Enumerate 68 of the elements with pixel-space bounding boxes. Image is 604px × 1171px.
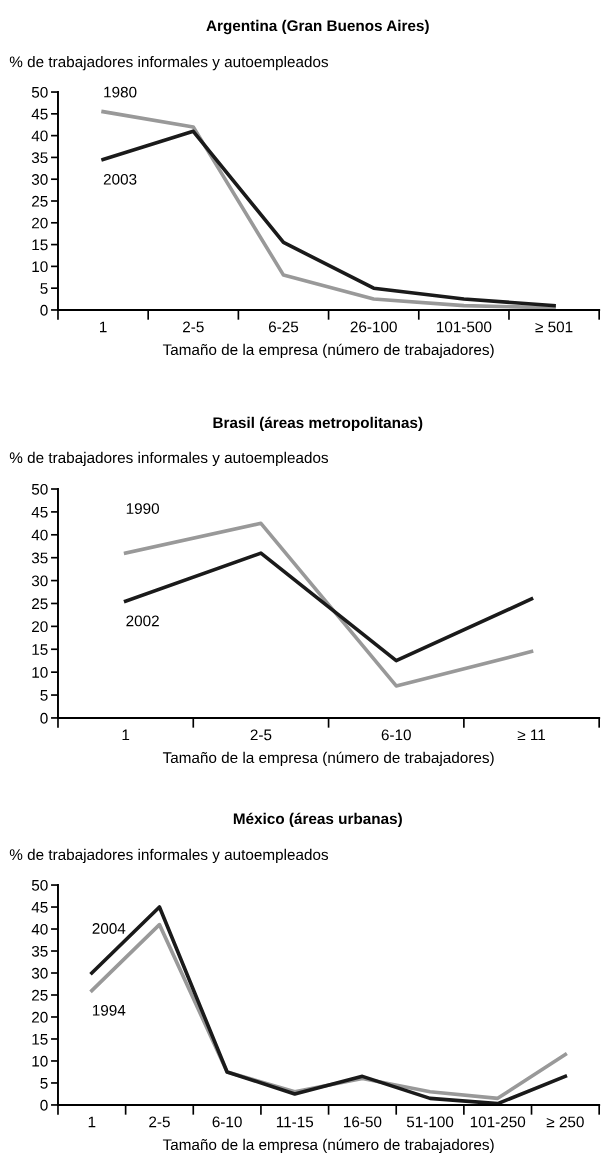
y-tick-label: 20 — [32, 217, 48, 229]
series-label: 1994 — [92, 1004, 126, 1016]
x-axis-title: Tamaño de la empresa (número de trabajadores) — [162, 343, 494, 359]
y-tick-label: 5 — [40, 283, 48, 294]
x-axis-title: Tamaño de la empresa (número de trabajadores) — [162, 751, 494, 767]
x-tick-label: 101-500 — [437, 321, 492, 333]
y-tick-label: 40 — [31, 529, 48, 541]
y-tick-label: 45 — [31, 108, 48, 120]
y-tick-label: 25 — [32, 598, 48, 610]
y-tick-label: 40 — [31, 130, 48, 142]
x-tick-label: 6-10 — [381, 729, 411, 741]
x-tick-label: 1 — [100, 321, 107, 333]
y-tick-label: 0 — [40, 712, 48, 724]
y-tick-label: 10 — [32, 261, 48, 273]
y-tick-label: 25 — [32, 989, 48, 1001]
chart-title: Argentina (Gran Buenos Aires) — [206, 19, 429, 35]
x-tick-label: 2-5 — [250, 729, 272, 741]
y-tick-label: 20 — [32, 621, 48, 633]
x-tick-label: 1 — [122, 729, 130, 741]
x-tick-label: 2-5 — [183, 321, 204, 333]
x-tick-label: ≥ 501 — [535, 321, 573, 333]
y-axis-title: % de trabajadores informales y autoempleados — [9, 848, 329, 864]
series-label: 2003 — [103, 173, 137, 185]
y-tick-label: 20 — [32, 1011, 48, 1023]
line-series — [123, 521, 534, 688]
x-tick-label: 26-100 — [350, 321, 397, 333]
y-tick-label: 0 — [40, 1099, 48, 1111]
y-tick-label: 10 — [32, 1055, 48, 1067]
y-tick-label: 15 — [32, 239, 48, 251]
x-axis-title: Tamaño de la empresa (número de trabajadores) — [162, 1138, 494, 1154]
text: 1990 — [126, 503, 160, 514]
x-tick-label: ≥ 11 — [517, 729, 546, 741]
y-axis-title: % de trabajadores informales y autoempleados — [9, 451, 329, 467]
y-tick-label: 10 — [32, 667, 48, 678]
series-label: 1980 — [104, 86, 137, 98]
x-tick-label: 6-10 — [212, 1116, 242, 1128]
y-tick-label: 15 — [32, 644, 48, 655]
y-tick-label: 5 — [40, 690, 48, 701]
y-tick-label: 50 — [31, 86, 48, 98]
y-tick-label: 45 — [31, 506, 48, 518]
x-tick-label: 101-250 — [470, 1116, 526, 1128]
y-tick-label: 50 — [31, 483, 48, 495]
y-tick-label: 30 — [31, 575, 48, 587]
y-tick-label: 15 — [32, 1034, 48, 1045]
y-tick-label: 25 — [32, 195, 48, 207]
x-tick-label: 16-50 — [344, 1116, 382, 1128]
x-tick-label: 6-25 — [268, 321, 299, 333]
y-tick-label: 35 — [31, 552, 48, 564]
x-tick-label: 2-5 — [149, 1116, 170, 1128]
chart-title: Brasil (áreas metropolitanas) — [213, 416, 423, 432]
y-tick-label: 35 — [31, 945, 48, 957]
x-tick-label: 11-15 — [276, 1116, 314, 1128]
series-label: 2004 — [92, 923, 126, 934]
y-tick-label: 45 — [31, 902, 48, 913]
series-label: 2002 — [126, 615, 159, 627]
y-tick-label: 5 — [40, 1077, 48, 1089]
y-tick-label: 35 — [31, 152, 48, 164]
chart-title: México (áreas urbanas) — [233, 812, 402, 828]
y-tick-label: 30 — [31, 174, 48, 185]
y-tick-label: 50 — [31, 879, 48, 891]
y-axis-title: % de trabajadores informales y autoempleados — [9, 56, 329, 71]
y-tick-label: 40 — [31, 923, 48, 935]
y-tick-label: 0 — [40, 304, 48, 316]
x-tick-label: 1 — [88, 1116, 96, 1128]
y-tick-label: 30 — [31, 967, 48, 979]
x-tick-label: 51-100 — [406, 1116, 454, 1128]
x-tick-label: ≥ 250 — [546, 1116, 584, 1128]
line-series — [123, 551, 534, 663]
